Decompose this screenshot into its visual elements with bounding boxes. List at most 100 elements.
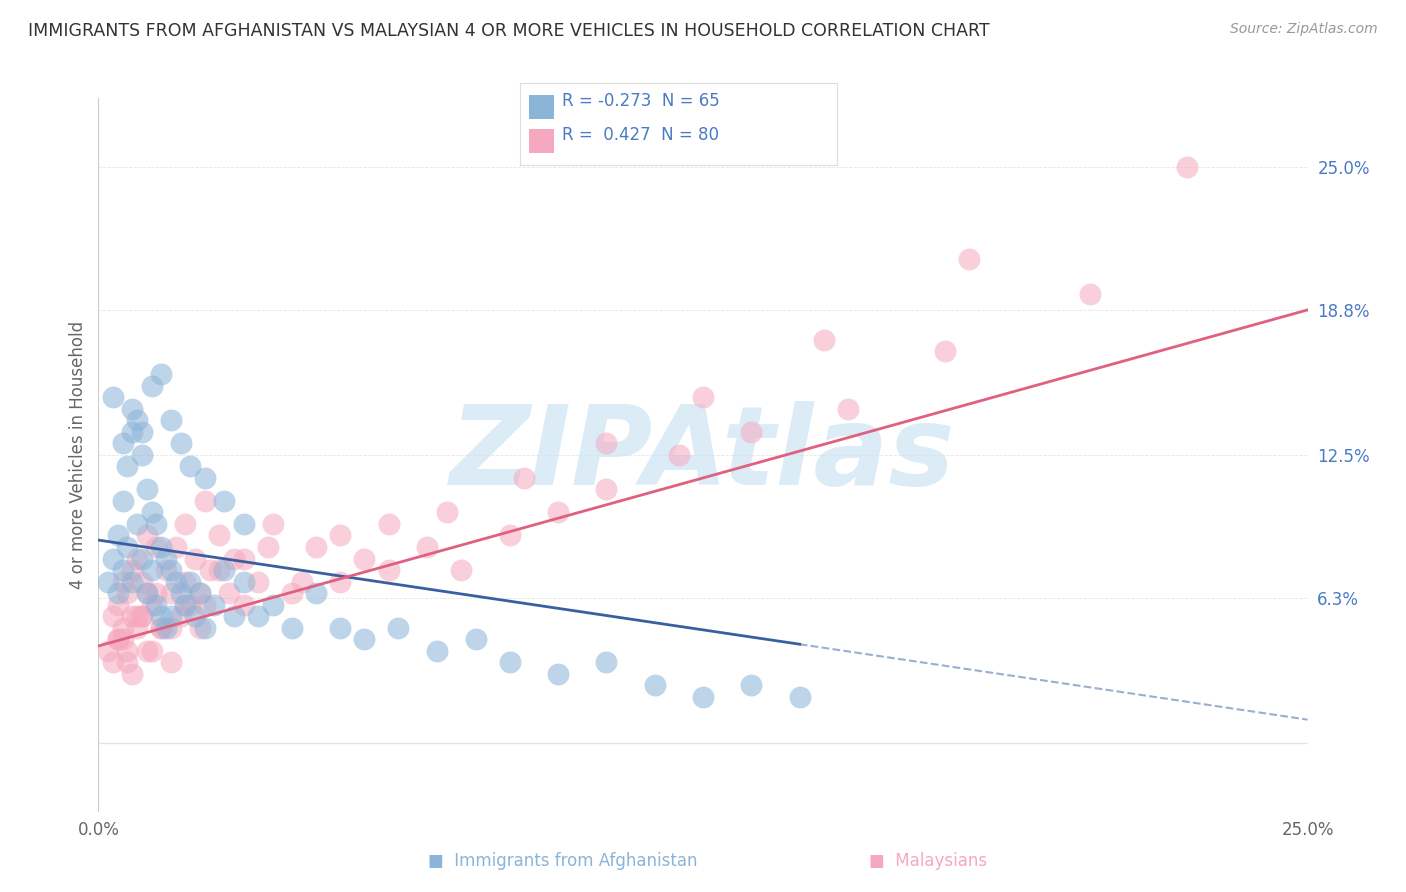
Point: [387, 621, 409, 635]
Point: [131, 425, 153, 439]
Point: [194, 494, 217, 508]
Point: [127, 551, 149, 566]
Point: [644, 678, 666, 692]
Text: ■  Malaysians: ■ Malaysians: [869, 852, 987, 870]
Point: [547, 666, 569, 681]
Point: [305, 586, 328, 600]
Point: [121, 574, 143, 589]
Point: [426, 643, 449, 657]
Point: [107, 632, 129, 646]
Point: [150, 540, 173, 554]
Point: [111, 436, 134, 450]
Point: [121, 666, 143, 681]
Point: [135, 483, 157, 497]
Point: [513, 471, 536, 485]
Point: [232, 551, 254, 566]
Point: [150, 621, 173, 635]
Point: [377, 516, 399, 531]
Point: [174, 574, 197, 589]
Text: IMMIGRANTS FROM AFGHANISTAN VS MALAYSIAN 4 OR MORE VEHICLES IN HOUSEHOLD CORRELA: IMMIGRANTS FROM AFGHANISTAN VS MALAYSIAN…: [28, 22, 990, 40]
Point: [160, 563, 183, 577]
Point: [281, 586, 304, 600]
Point: [179, 574, 201, 589]
Point: [155, 563, 177, 577]
Point: [174, 598, 197, 612]
Point: [813, 333, 835, 347]
Point: [111, 632, 134, 646]
Point: [174, 516, 197, 531]
Point: [131, 609, 153, 624]
Point: [188, 621, 211, 635]
Point: [740, 678, 762, 692]
Point: [101, 551, 124, 566]
Point: [256, 540, 278, 554]
Point: [212, 563, 235, 577]
Point: [740, 425, 762, 439]
Point: [208, 528, 231, 542]
Point: [668, 448, 690, 462]
Point: [141, 379, 163, 393]
Point: [145, 516, 167, 531]
Point: [218, 586, 240, 600]
Point: [121, 425, 143, 439]
Point: [150, 368, 173, 382]
Point: [107, 528, 129, 542]
Point: [329, 621, 352, 635]
Point: [281, 621, 304, 635]
Point: [198, 563, 221, 577]
Point: [837, 401, 859, 416]
Point: [117, 655, 139, 669]
Text: ■  Immigrants from Afghanistan: ■ Immigrants from Afghanistan: [427, 852, 697, 870]
Point: [141, 598, 163, 612]
Point: [169, 609, 191, 624]
Point: [101, 655, 124, 669]
Text: Source: ZipAtlas.com: Source: ZipAtlas.com: [1230, 22, 1378, 37]
Point: [1175, 160, 1198, 174]
Text: R = -0.273  N = 65: R = -0.273 N = 65: [562, 92, 720, 110]
Point: [97, 643, 120, 657]
Point: [262, 516, 284, 531]
Point: [789, 690, 811, 704]
Point: [121, 401, 143, 416]
Point: [97, 574, 120, 589]
Point: [194, 598, 217, 612]
Point: [131, 609, 153, 624]
Point: [353, 632, 375, 646]
Point: [208, 563, 231, 577]
Point: [121, 609, 143, 624]
Point: [121, 563, 143, 577]
Point: [184, 609, 207, 624]
Point: [135, 528, 157, 542]
Point: [692, 690, 714, 704]
Point: [111, 494, 134, 508]
Point: [247, 574, 270, 589]
Point: [957, 252, 980, 267]
Point: [141, 563, 163, 577]
Point: [101, 609, 124, 624]
Point: [232, 516, 254, 531]
Point: [160, 586, 183, 600]
Point: [160, 621, 183, 635]
Point: [155, 621, 177, 635]
Point: [416, 540, 439, 554]
Point: [117, 540, 139, 554]
Point: [107, 586, 129, 600]
Point: [160, 413, 183, 427]
Point: [436, 506, 458, 520]
Point: [212, 494, 235, 508]
Point: [141, 506, 163, 520]
Point: [117, 643, 139, 657]
Point: [117, 586, 139, 600]
Point: [329, 574, 352, 589]
Point: [222, 551, 245, 566]
Point: [131, 551, 153, 566]
Point: [141, 643, 163, 657]
Point: [150, 621, 173, 635]
Point: [165, 574, 187, 589]
Point: [107, 632, 129, 646]
Point: [117, 459, 139, 474]
Point: [232, 574, 254, 589]
Text: ZIPAtlas: ZIPAtlas: [450, 401, 956, 508]
Point: [145, 598, 167, 612]
Point: [169, 436, 191, 450]
